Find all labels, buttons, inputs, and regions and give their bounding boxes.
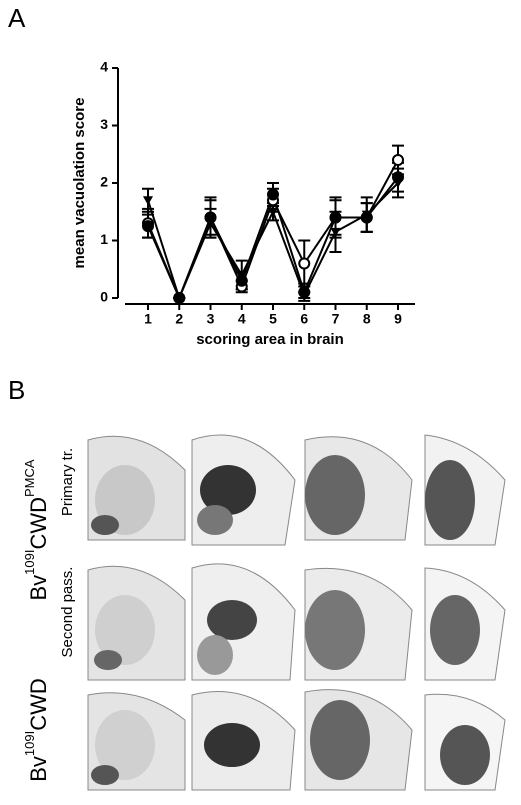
x-tick-label: 6	[300, 311, 308, 327]
x-tick-label: 8	[363, 311, 371, 327]
panel-label: A	[8, 3, 26, 33]
row-label: Primary tr.	[59, 448, 76, 516]
data-point	[143, 196, 153, 206]
y-tick-label: 3	[100, 116, 108, 132]
x-axis-label: scoring area in brain	[196, 331, 344, 348]
x-tick-label: 5	[269, 311, 277, 327]
y-tick-label: 2	[100, 174, 108, 190]
data-point	[329, 211, 342, 224]
x-tick-label: 4	[238, 311, 246, 327]
y-tick-label: 1	[100, 231, 108, 247]
data-point	[236, 271, 247, 280]
x-tick-label: 1	[144, 311, 152, 327]
x-tick-label: 3	[207, 311, 215, 327]
data-point	[393, 179, 403, 188]
row-label: Second pass.	[59, 567, 76, 658]
panel-label: B	[8, 375, 25, 405]
group-label-sup: PMCA	[22, 459, 37, 497]
row-1	[87, 434, 506, 546]
y-tick-label: 4	[100, 59, 108, 75]
data-point	[330, 227, 341, 237]
data-point	[392, 154, 404, 166]
data-point	[142, 220, 154, 233]
row-3	[87, 689, 506, 791]
brain-images	[87, 434, 506, 791]
y-axis-label: mean vacuolation score	[71, 98, 88, 269]
data-point	[361, 210, 372, 220]
data-point	[298, 257, 311, 270]
data-point	[299, 291, 310, 301]
data-point	[205, 219, 216, 229]
y-tick-label: 0	[100, 289, 108, 305]
group-label-part: CWD	[26, 678, 51, 731]
data-point	[268, 207, 278, 217]
group-label-sup: 109I	[22, 731, 37, 756]
group-label-sup: 109I	[22, 550, 37, 575]
row-2	[87, 563, 506, 681]
group-label: Bv109ICWDPMCA	[22, 459, 50, 600]
group-label-part: Bv	[26, 575, 51, 601]
data-point	[174, 294, 185, 303]
group-label-part: CWD	[26, 497, 51, 550]
series-line	[147, 159, 399, 301]
x-tick-label: 2	[175, 311, 183, 327]
data-point	[267, 188, 279, 201]
x-tick-label: 9	[394, 311, 402, 327]
x-tick-label: 7	[332, 311, 340, 327]
group-label: Bv109ICWD	[22, 678, 50, 782]
group-label-part: Bv	[26, 756, 51, 782]
